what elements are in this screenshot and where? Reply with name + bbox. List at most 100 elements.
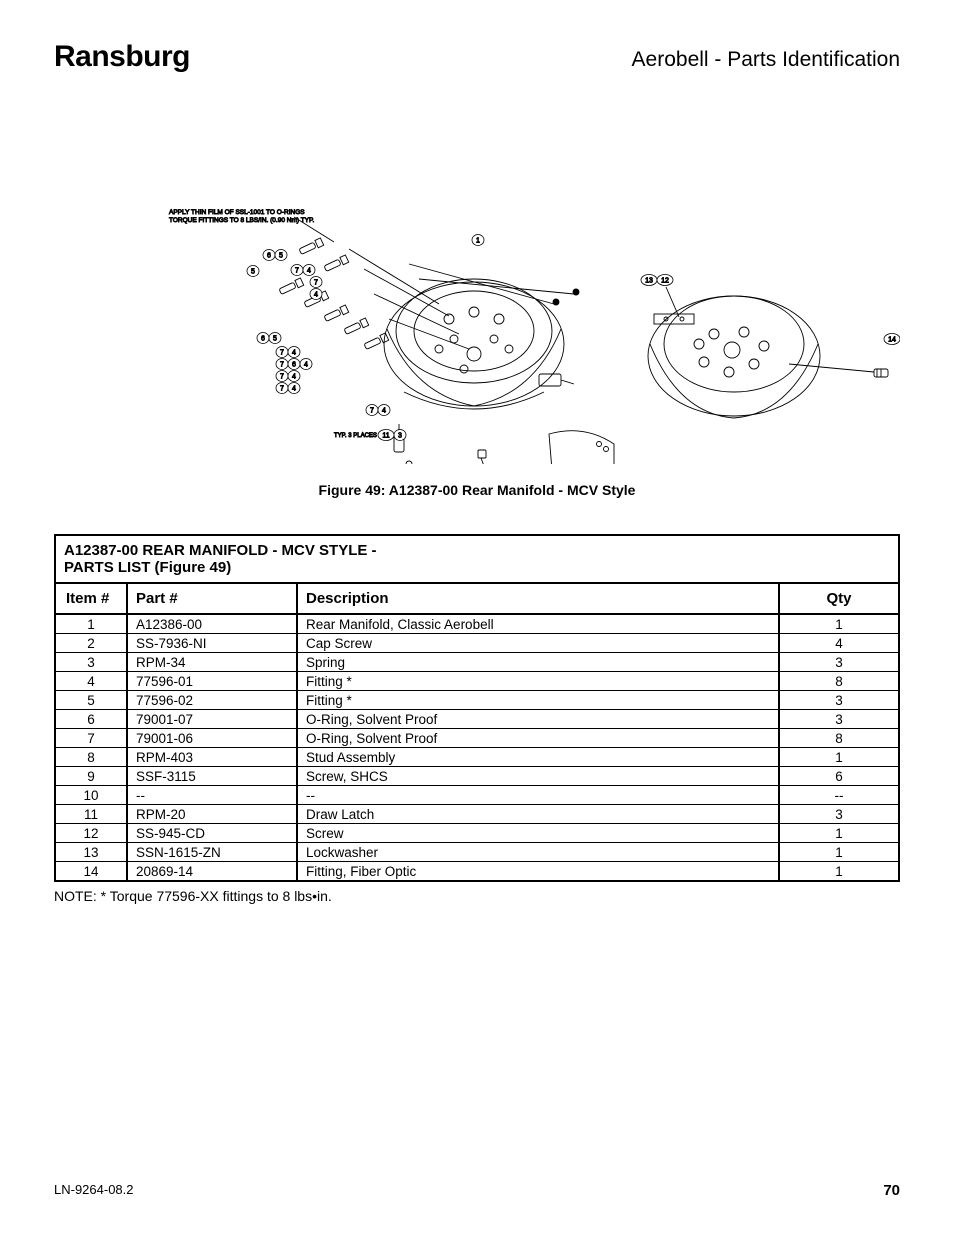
cell-part: A12386-00: [127, 614, 297, 634]
table-row: 9SSF-3115Screw, SHCS6: [55, 767, 899, 786]
table-row: 779001-06O-Ring, Solvent Proof8: [55, 729, 899, 748]
cell-desc: Screw: [297, 824, 779, 843]
page-footer: LN-9264-08.2 70: [54, 1182, 900, 1199]
callout-number: 3: [398, 432, 402, 439]
cell-qty: 3: [779, 805, 899, 824]
cell-item: 5: [55, 691, 127, 710]
cell-desc: Stud Assembly: [297, 748, 779, 767]
cell-qty: 1: [779, 748, 899, 767]
cell-desc: O-Ring, Solvent Proof: [297, 729, 779, 748]
callout-number: 12: [661, 277, 669, 284]
callout-number: 4: [292, 349, 296, 356]
page-number: 70: [883, 1182, 900, 1199]
cell-item: 3: [55, 653, 127, 672]
callout-number: 11: [382, 432, 389, 439]
callout-number: 4: [382, 407, 386, 414]
callout-number: 4: [292, 385, 296, 392]
cell-qty: 4: [779, 634, 899, 653]
cell-item: 14: [55, 862, 127, 882]
callout-number: 1: [476, 237, 480, 244]
cell-item: 7: [55, 729, 127, 748]
cell-part: SS-7936-NI: [127, 634, 297, 653]
cell-qty: 3: [779, 653, 899, 672]
diagram-note-typ3a: TYP. 3 PLACES: [334, 433, 377, 439]
brand-logo: Ransburg: [54, 40, 190, 74]
callout-number: 7: [280, 361, 284, 368]
callout-number: 13: [645, 277, 653, 284]
cell-part: 77596-01: [127, 672, 297, 691]
callout-number: 4: [304, 361, 308, 368]
callout-number: 5: [251, 268, 255, 275]
col-header-qty: Qty: [779, 583, 899, 614]
callout-number: 6: [292, 361, 296, 368]
cell-qty: 6: [779, 767, 899, 786]
cell-item: 9: [55, 767, 127, 786]
cell-desc: Draw Latch: [297, 805, 779, 824]
table-title: A12387-00 REAR MANIFOLD - MCV STYLE - PA…: [55, 535, 899, 583]
cell-qty: --: [779, 786, 899, 805]
callout-number: 6: [261, 335, 265, 342]
parts-table: A12387-00 REAR MANIFOLD - MCV STYLE - PA…: [54, 534, 900, 882]
section-title: Aerobell - Parts Identification: [632, 48, 900, 72]
cell-item: 12: [55, 824, 127, 843]
cell-item: 6: [55, 710, 127, 729]
cell-qty: 1: [779, 862, 899, 882]
cell-desc: O-Ring, Solvent Proof: [297, 710, 779, 729]
cell-part: 20869-14: [127, 862, 297, 882]
cell-part: SSN-1615-ZN: [127, 843, 297, 862]
table-title-line1: A12387-00 REAR MANIFOLD - MCV STYLE -: [64, 542, 377, 559]
diagram-svg: APPLY THIN FILM OF SSL-1001 TO O-RINGS T…: [54, 94, 900, 464]
page-header: Ransburg Aerobell - Parts Identification: [54, 40, 900, 74]
table-title-line2: PARTS LIST (Figure 49): [64, 559, 231, 576]
cell-desc: --: [297, 786, 779, 805]
callout-number: 7: [280, 385, 284, 392]
cell-qty: 8: [779, 729, 899, 748]
cell-desc: Fitting *: [297, 672, 779, 691]
callout-number: 4: [292, 373, 296, 380]
col-header-desc: Description: [297, 583, 779, 614]
cell-qty: 3: [779, 710, 899, 729]
callout-number: 4: [314, 291, 318, 298]
cell-desc: Spring: [297, 653, 779, 672]
cell-part: RPM-20: [127, 805, 297, 824]
callout-number: 5: [273, 335, 277, 342]
cell-part: RPM-34: [127, 653, 297, 672]
table-row: 3RPM-34Spring3: [55, 653, 899, 672]
table-row: 1A12386-00Rear Manifold, Classic Aerobel…: [55, 614, 899, 634]
callout-number: 7: [280, 373, 284, 380]
figure-caption: Figure 49: A12387-00 Rear Manifold - MCV…: [54, 482, 900, 498]
table-row: 679001-07O-Ring, Solvent Proof3: [55, 710, 899, 729]
table-note: NOTE: * Torque 77596-XX fittings to 8 lb…: [54, 888, 900, 904]
callout-number: 7: [295, 267, 299, 274]
callout-number: 7: [370, 407, 374, 414]
table-row: 1420869-14Fitting, Fiber Optic1: [55, 862, 899, 882]
cell-part: RPM-403: [127, 748, 297, 767]
right-manifold-body: [648, 287, 888, 418]
diagram-note-line2: TORQUE FITTINGS TO 8 LBS/IN. (0.90 Nm) T…: [169, 217, 315, 224]
table-row: 8RPM-403Stud Assembly1: [55, 748, 899, 767]
table-row: 477596-01Fitting *8: [55, 672, 899, 691]
page: Ransburg Aerobell - Parts Identification…: [0, 0, 954, 1235]
col-header-part: Part #: [127, 583, 297, 614]
cell-item: 10: [55, 786, 127, 805]
callout-number: 5: [279, 252, 283, 259]
callout-number: 14: [888, 336, 896, 343]
left-manifold-body: [384, 279, 574, 409]
cell-item: 11: [55, 805, 127, 824]
doc-number: LN-9264-08.2: [54, 1182, 134, 1199]
lower-parts: [394, 424, 614, 464]
table-row: 10------: [55, 786, 899, 805]
cell-desc: Screw, SHCS: [297, 767, 779, 786]
cell-part: SSF-3115: [127, 767, 297, 786]
table-row: 11RPM-20Draw Latch3: [55, 805, 899, 824]
cell-item: 13: [55, 843, 127, 862]
table-row: 577596-02Fitting *3: [55, 691, 899, 710]
table-row: 2SS-7936-NICap Screw4: [55, 634, 899, 653]
cell-item: 8: [55, 748, 127, 767]
col-header-item: Item #: [55, 583, 127, 614]
callout-number: 7: [280, 349, 284, 356]
cell-desc: Fitting, Fiber Optic: [297, 862, 779, 882]
cell-qty: 3: [779, 691, 899, 710]
callout-number: 4: [307, 267, 311, 274]
table-row: 12SS-945-CDScrew1: [55, 824, 899, 843]
